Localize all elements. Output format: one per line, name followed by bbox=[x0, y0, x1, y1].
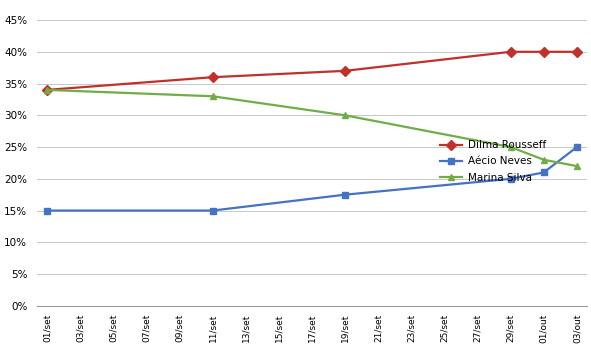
Aécio Neves bbox=[540, 170, 547, 175]
Line: Dilma Rousseff: Dilma Rousseff bbox=[44, 48, 580, 93]
Line: Aécio Neves: Aécio Neves bbox=[44, 144, 580, 214]
Marina Silva bbox=[540, 158, 547, 162]
Marina Silva bbox=[507, 145, 514, 149]
Marina Silva bbox=[573, 164, 580, 168]
Dilma Rousseff bbox=[43, 88, 50, 92]
Aécio Neves bbox=[573, 145, 580, 149]
Line: Marina Silva: Marina Silva bbox=[44, 86, 580, 170]
Legend: Dilma Rousseff, Aécio Neves, Marina Silva: Dilma Rousseff, Aécio Neves, Marina Silv… bbox=[436, 136, 550, 187]
Marina Silva bbox=[209, 94, 216, 98]
Dilma Rousseff bbox=[573, 50, 580, 54]
Marina Silva bbox=[43, 88, 50, 92]
Aécio Neves bbox=[342, 193, 349, 197]
Dilma Rousseff bbox=[209, 75, 216, 79]
Aécio Neves bbox=[507, 177, 514, 181]
Aécio Neves bbox=[43, 209, 50, 213]
Dilma Rousseff bbox=[342, 69, 349, 73]
Dilma Rousseff bbox=[507, 50, 514, 54]
Aécio Neves bbox=[209, 209, 216, 213]
Marina Silva bbox=[342, 113, 349, 117]
Dilma Rousseff bbox=[540, 50, 547, 54]
